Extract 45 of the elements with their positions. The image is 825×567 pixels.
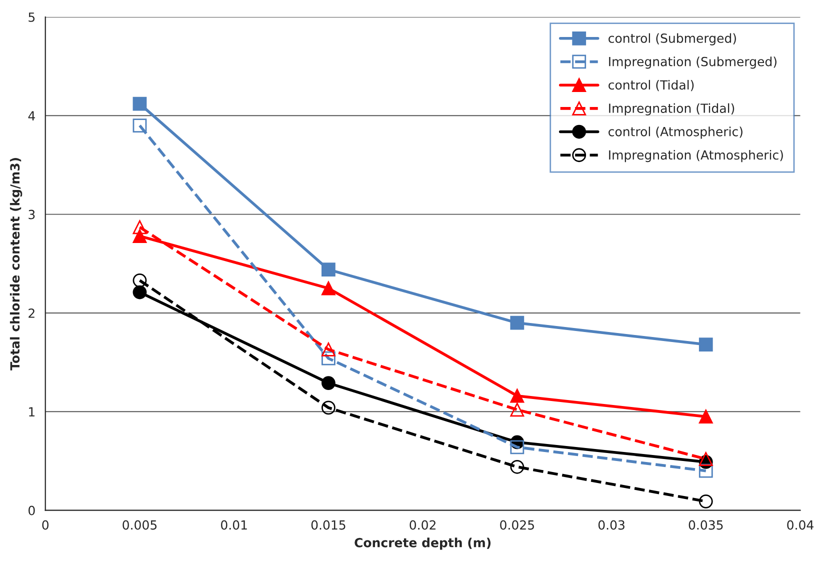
point — [510, 316, 524, 330]
x-tick-label: 0.025 — [500, 520, 534, 530]
point — [132, 118, 147, 132]
legend-label: control (Atmospheric) — [608, 126, 742, 139]
x-tick-label: 0.04 — [787, 520, 814, 530]
point — [510, 388, 524, 403]
x-tick-label: 0.015 — [311, 520, 346, 530]
y-tick-label: 4 — [28, 111, 35, 120]
point — [132, 220, 147, 234]
point — [322, 281, 336, 296]
y-axis-title: Total chloride content (kg/m3) — [10, 158, 22, 370]
point — [510, 440, 524, 454]
x-tick-label: 0.02 — [410, 520, 436, 530]
legend-label: control (Tidal) — [608, 80, 694, 92]
point — [698, 338, 713, 352]
legend-label: control (Submerged) — [608, 33, 736, 46]
point — [132, 96, 147, 111]
y-tick-label: 2 — [28, 308, 34, 318]
legend-label: Impregnation (Tidal) — [609, 103, 734, 116]
point — [322, 351, 336, 366]
x-tick-label: 0.005 — [122, 520, 157, 530]
x-tick-label: 0.03 — [598, 520, 624, 530]
y-tick-label: 3 — [28, 210, 35, 220]
y-tick-label: 5 — [28, 12, 35, 22]
point — [322, 262, 336, 277]
point — [510, 460, 524, 474]
point — [698, 494, 713, 508]
point — [132, 285, 147, 300]
point — [510, 402, 524, 417]
y-tick-label: 0 — [28, 506, 35, 516]
x-axis-title: Concrete depth (m) — [354, 538, 491, 550]
legend-label: Impregnation (Submerged) — [609, 56, 776, 69]
point — [322, 376, 336, 390]
point — [698, 464, 713, 478]
point — [322, 342, 336, 356]
point — [132, 273, 147, 288]
x-tick-label: 0 — [42, 520, 49, 530]
x-tick-label: 0.035 — [688, 520, 723, 530]
x-tick-label: 0.01 — [221, 520, 247, 530]
point — [698, 452, 713, 466]
legend-label: Impregnation (Atmospheric) — [609, 150, 783, 162]
point — [698, 410, 713, 424]
point — [322, 400, 336, 415]
y-tick-label: 1 — [29, 407, 34, 416]
point — [132, 229, 147, 243]
